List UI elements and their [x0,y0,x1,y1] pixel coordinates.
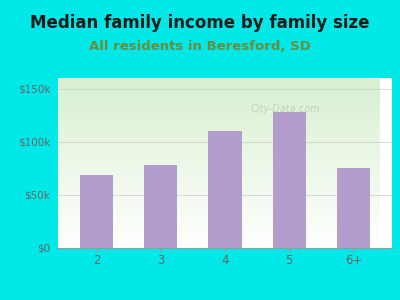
Text: All residents in Beresford, SD: All residents in Beresford, SD [89,40,311,53]
Bar [80,176,113,248]
Text: Median family income by family size: Median family income by family size [30,14,370,32]
Text: City-Data.com: City-Data.com [250,104,320,114]
Bar [272,112,306,248]
Bar [144,165,178,247]
Bar [208,131,242,248]
Bar [337,168,370,248]
